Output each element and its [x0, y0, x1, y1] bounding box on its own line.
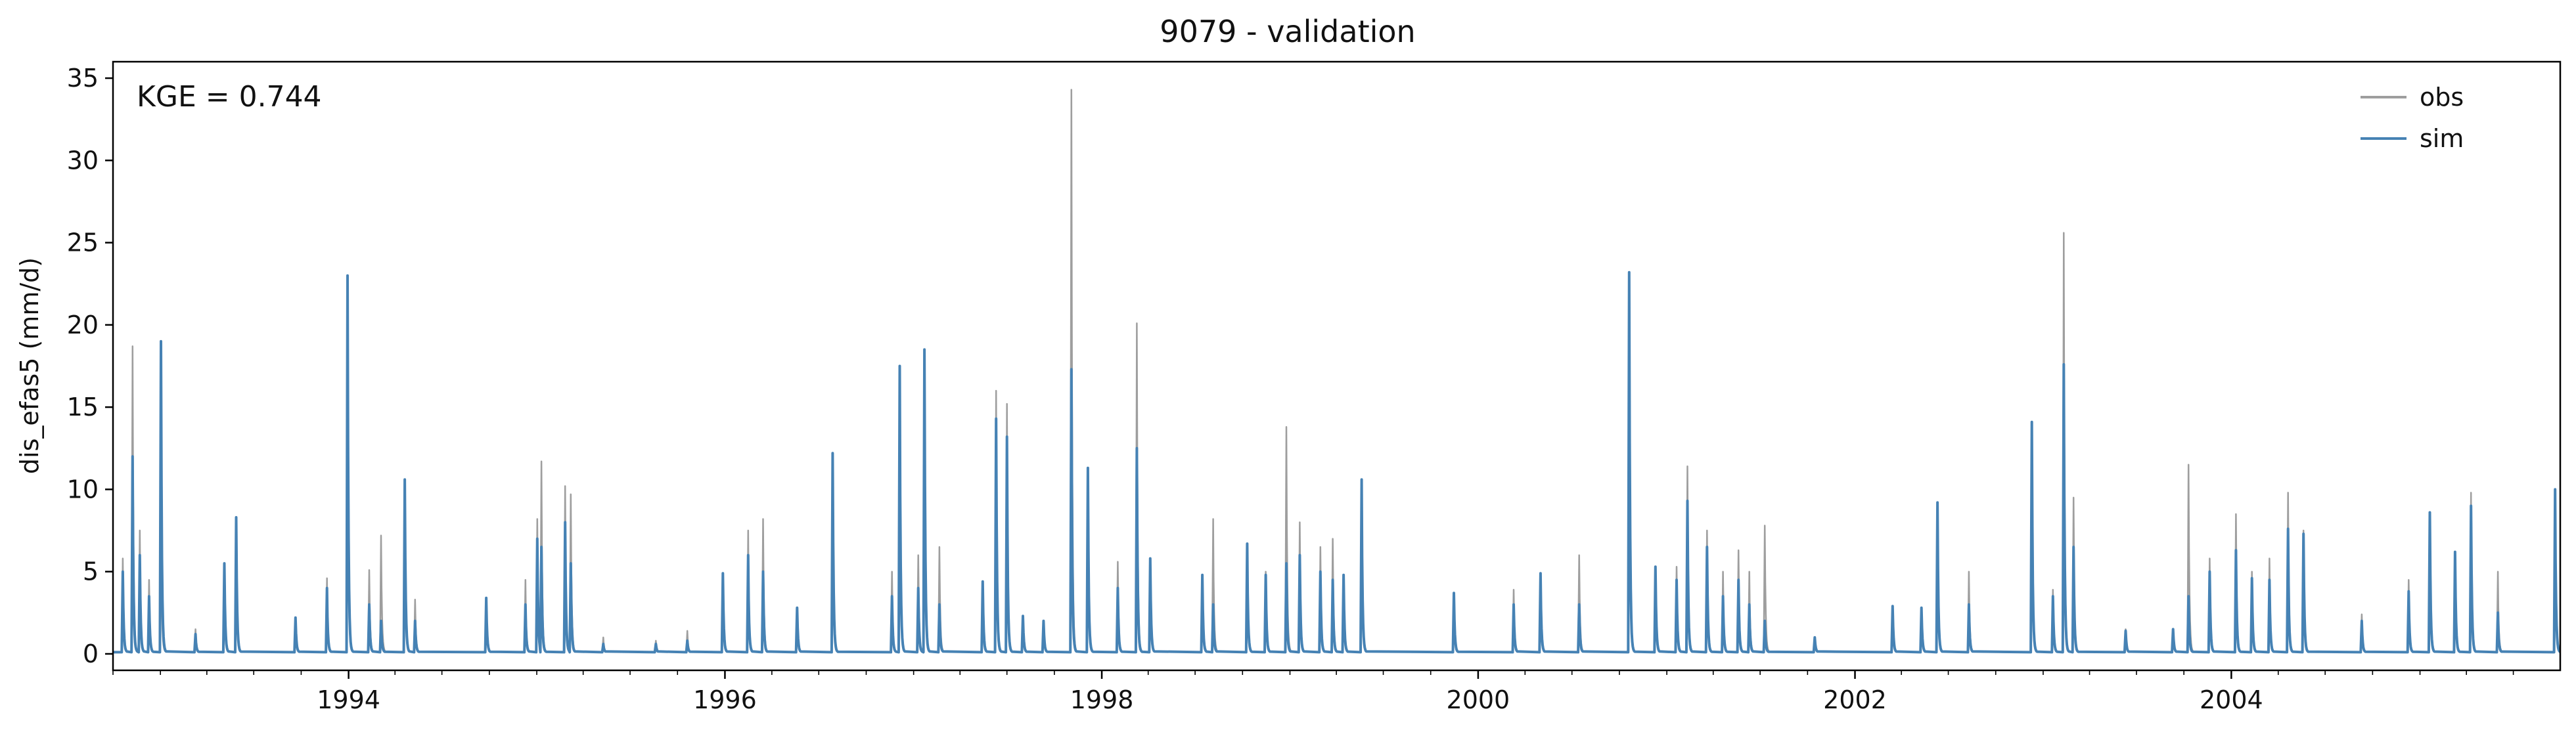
x-tick-label: 2000: [1447, 685, 1510, 714]
y-axis-label: dis_efas5 (mm/d): [15, 257, 44, 474]
x-tick-label: 1996: [693, 685, 757, 714]
series-line-sim: [113, 270, 2560, 654]
x-tick-label: 2002: [1823, 685, 1887, 714]
y-tick-label: 30: [67, 146, 99, 175]
y-tick-label: 0: [83, 639, 99, 668]
legend-obs-label: obs: [2420, 83, 2464, 112]
kge-annotation: KGE = 0.744: [137, 80, 322, 114]
y-tick-label: 5: [83, 557, 99, 586]
x-tick-label: 1994: [317, 685, 380, 714]
legend-sim-label: sim: [2420, 124, 2464, 153]
x-axis: 1994 1996 1998 2000 2002 2004: [112, 670, 2514, 714]
plot-area: [113, 89, 2560, 654]
y-tick-label: 25: [67, 228, 99, 257]
y-tick-label: 10: [67, 475, 99, 504]
y-tick-label: 15: [67, 393, 99, 421]
legend: obs sim: [2361, 83, 2464, 153]
x-tick-label: 1998: [1070, 685, 1134, 714]
y-tick-label: 20: [67, 311, 99, 339]
series-layer: [113, 89, 2560, 654]
y-tick-label: 35: [67, 64, 99, 93]
chart-title: 9079 - validation: [1160, 14, 1415, 49]
x-tick-label: 2004: [2200, 685, 2263, 714]
y-axis: 0 5 10 15 20 25 30 35: [67, 64, 113, 668]
